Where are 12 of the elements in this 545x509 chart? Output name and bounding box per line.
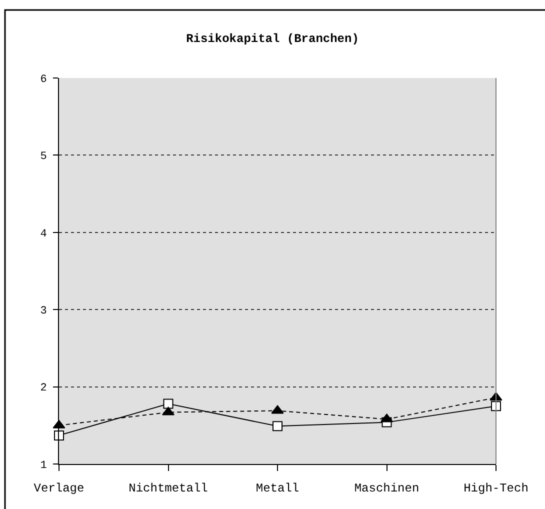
x-tick-label: Metall	[256, 481, 300, 496]
x-tick-label: Nichtmetall	[128, 481, 208, 496]
y-tick-label: 3	[40, 305, 47, 318]
y-tick-label: 6	[40, 74, 47, 86]
y-tick-label: 5	[40, 151, 47, 164]
y-tick-label: 1	[40, 460, 48, 472]
y-tick-label: 4	[40, 228, 48, 240]
y-tick-label: 2	[40, 382, 47, 395]
x-tick-label: High-Tech	[464, 481, 528, 496]
x-tick-label: Maschinen	[354, 481, 420, 496]
chart-title: Risikokapital (Branchen)	[186, 32, 359, 46]
x-tick-label: Verlage	[34, 481, 84, 496]
